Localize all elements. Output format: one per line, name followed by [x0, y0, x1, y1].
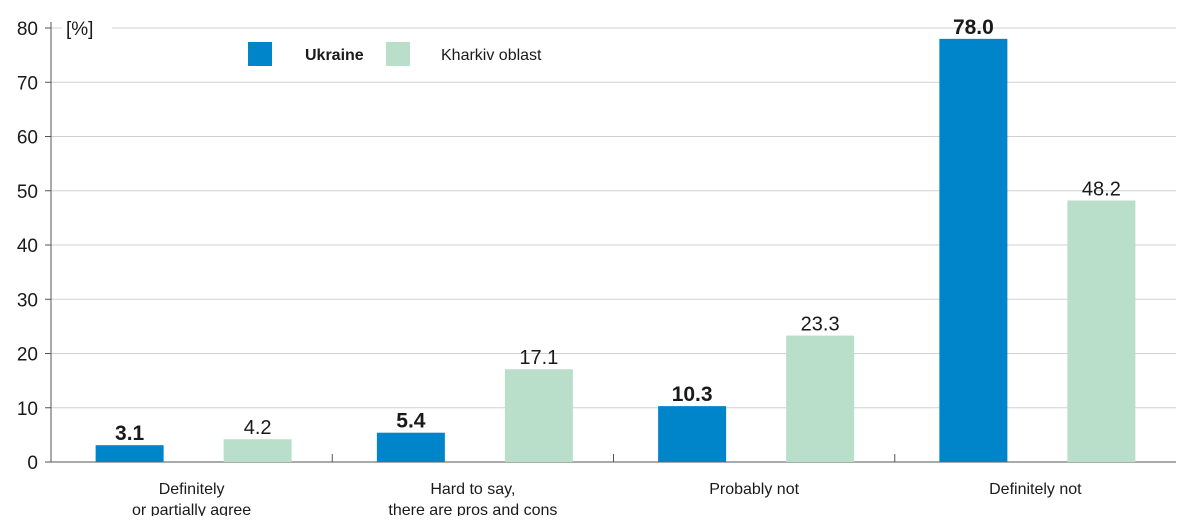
x-tick-label: or partially agree — [132, 502, 251, 516]
x-tick-label: there are pros and cons — [388, 502, 557, 516]
y-tick-label: 70 — [17, 73, 38, 94]
data-label: 23.3 — [801, 314, 840, 336]
bar — [658, 406, 727, 462]
bar — [1067, 200, 1136, 462]
data-label: 4.2 — [244, 417, 272, 439]
x-tick-label: Definitely not — [989, 481, 1082, 498]
y-tick-label: 20 — [17, 345, 38, 366]
y-tick-label: 10 — [17, 399, 38, 420]
bar — [786, 335, 855, 462]
y-tick-label: 80 — [17, 19, 38, 40]
y-tick-label: 30 — [17, 290, 38, 311]
y-tick-label: 0 — [27, 453, 38, 474]
data-label: 48.2 — [1082, 179, 1121, 201]
data-label: 78.0 — [953, 16, 994, 39]
y-tick-label: 50 — [17, 182, 38, 203]
bar — [376, 432, 445, 462]
bar — [504, 369, 573, 462]
x-tick-label: Probably not — [709, 481, 799, 498]
data-label: 3.1 — [115, 422, 145, 445]
y-tick-label: 40 — [17, 236, 38, 257]
data-label: 10.3 — [672, 383, 713, 406]
bar — [939, 38, 1008, 462]
legend-label: Kharkiv oblast — [441, 47, 542, 64]
data-label: 17.1 — [519, 347, 558, 369]
y-tick-label: 60 — [17, 128, 38, 149]
bar — [95, 445, 164, 462]
x-tick-label: Hard to say, — [430, 481, 515, 498]
legend-label: Ukraine — [305, 47, 364, 64]
data-label: 5.4 — [396, 410, 426, 433]
legend-swatch — [248, 42, 272, 66]
y-axis-unit-label: [%] — [66, 19, 93, 40]
bar — [223, 439, 292, 462]
legend-swatch — [386, 42, 410, 66]
x-tick-label: Definitely — [159, 481, 225, 498]
ylabel-background — [62, 14, 112, 40]
